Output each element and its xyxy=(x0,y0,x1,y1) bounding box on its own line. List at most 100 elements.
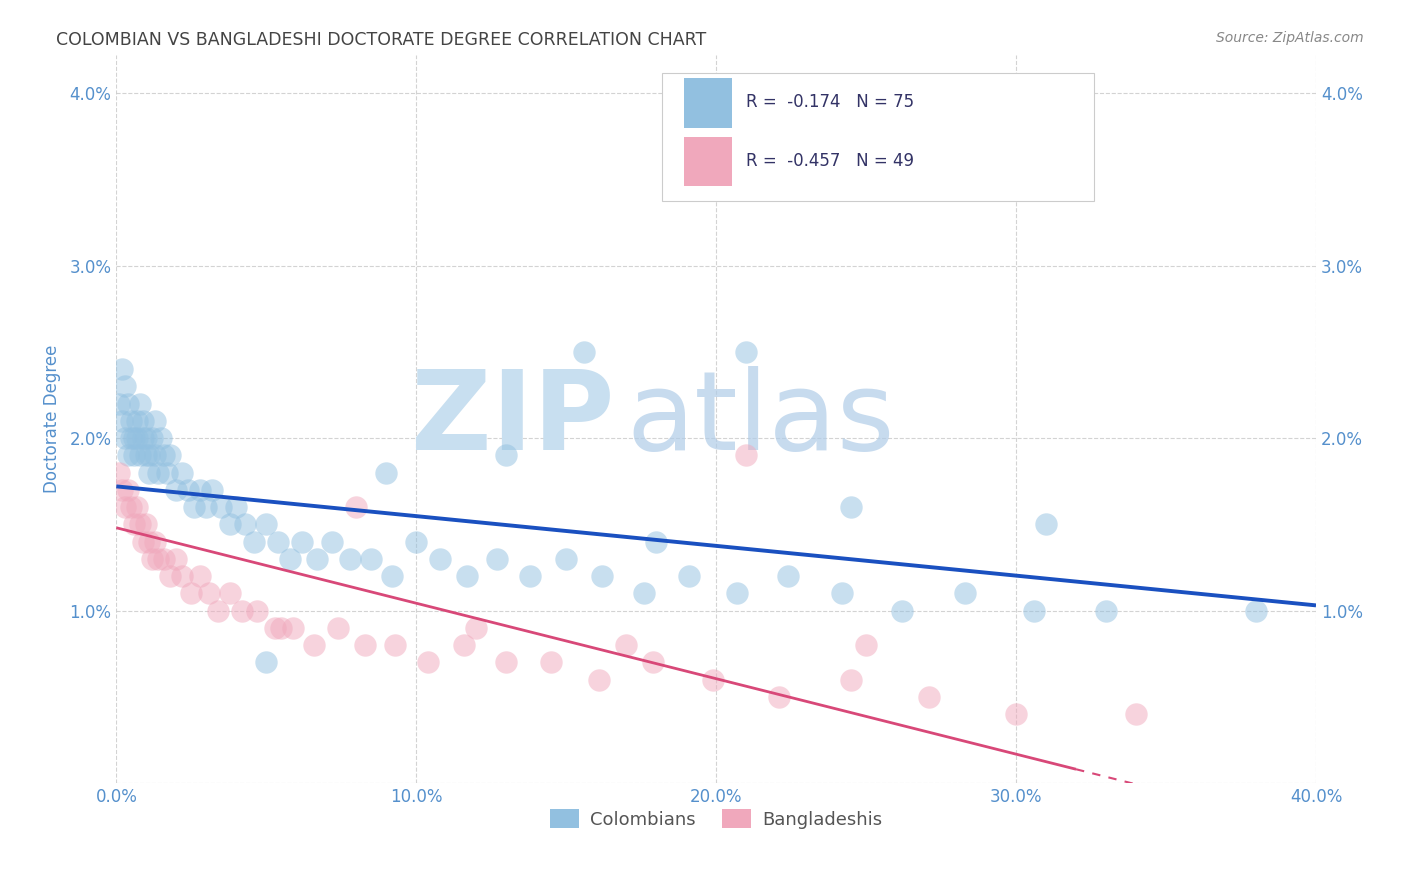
Point xyxy=(172,466,194,480)
Text: atlas: atlas xyxy=(626,366,894,473)
Point xyxy=(381,569,404,583)
Point xyxy=(1022,603,1045,617)
Point xyxy=(124,431,146,445)
Point xyxy=(643,655,665,669)
Point xyxy=(177,483,200,497)
Point xyxy=(735,344,758,359)
Point xyxy=(291,534,314,549)
Point xyxy=(159,569,181,583)
Point xyxy=(264,621,287,635)
Point xyxy=(165,551,187,566)
Text: Source: ZipAtlas.com: Source: ZipAtlas.com xyxy=(1216,31,1364,45)
Point xyxy=(198,586,221,600)
Point xyxy=(778,569,800,583)
Point xyxy=(891,603,914,617)
Point xyxy=(132,414,155,428)
Point xyxy=(328,621,350,635)
Point xyxy=(111,483,134,497)
Point xyxy=(120,500,142,514)
Point xyxy=(839,500,862,514)
Point xyxy=(135,517,157,532)
Point xyxy=(153,551,176,566)
Point xyxy=(114,379,136,393)
Point xyxy=(555,551,578,566)
Point xyxy=(574,344,596,359)
Point xyxy=(124,448,146,462)
Point xyxy=(278,551,301,566)
Point xyxy=(141,431,163,445)
Point xyxy=(172,569,194,583)
Point xyxy=(270,621,292,635)
Point xyxy=(209,500,232,514)
Point xyxy=(495,448,517,462)
Point xyxy=(645,534,668,549)
Point xyxy=(339,551,361,566)
Point xyxy=(117,396,139,410)
Point xyxy=(591,569,613,583)
Point xyxy=(124,517,146,532)
Point xyxy=(225,500,247,514)
Point xyxy=(540,655,562,669)
Point xyxy=(283,621,305,635)
Point xyxy=(233,517,256,532)
Point xyxy=(143,448,166,462)
Bar xyxy=(683,136,731,186)
Point xyxy=(953,586,976,600)
Point xyxy=(1005,707,1028,722)
Point xyxy=(127,414,149,428)
Point xyxy=(150,431,173,445)
Point xyxy=(678,569,700,583)
Point xyxy=(304,638,326,652)
Point xyxy=(702,673,724,687)
Point xyxy=(108,396,131,410)
Point xyxy=(219,586,242,600)
Point xyxy=(418,655,440,669)
Point xyxy=(132,534,155,549)
Point xyxy=(135,448,157,462)
Point xyxy=(159,448,181,462)
Point xyxy=(195,500,218,514)
Point xyxy=(486,551,509,566)
Point xyxy=(132,431,155,445)
Text: R =  -0.174   N = 75: R = -0.174 N = 75 xyxy=(747,94,914,112)
Point xyxy=(495,655,517,669)
Point xyxy=(254,517,277,532)
Point xyxy=(143,414,166,428)
Point xyxy=(188,569,211,583)
Point xyxy=(588,673,610,687)
Point xyxy=(267,534,290,549)
Point xyxy=(114,500,136,514)
Point xyxy=(120,431,142,445)
Point xyxy=(129,448,152,462)
Point xyxy=(111,414,134,428)
Point xyxy=(135,431,157,445)
Point xyxy=(111,362,134,376)
Point xyxy=(129,517,152,532)
Point xyxy=(918,690,941,704)
Point xyxy=(180,586,202,600)
Point xyxy=(219,517,242,532)
Point xyxy=(243,534,266,549)
Text: R =  -0.457   N = 49: R = -0.457 N = 49 xyxy=(747,152,914,169)
Point xyxy=(839,673,862,687)
Point xyxy=(231,603,253,617)
Point xyxy=(188,483,211,497)
Point xyxy=(1095,603,1118,617)
Legend: Colombians, Bangladeshis: Colombians, Bangladeshis xyxy=(543,802,890,836)
Point xyxy=(165,483,187,497)
Point xyxy=(127,500,149,514)
Point xyxy=(141,551,163,566)
Point xyxy=(465,621,488,635)
Text: ZIP: ZIP xyxy=(411,366,614,473)
Point xyxy=(148,551,170,566)
Point xyxy=(138,448,160,462)
Point xyxy=(456,569,478,583)
Point xyxy=(138,466,160,480)
Point xyxy=(614,638,637,652)
Point xyxy=(117,448,139,462)
Bar xyxy=(683,78,731,128)
Point xyxy=(1125,707,1147,722)
Point xyxy=(633,586,655,600)
Point xyxy=(129,396,152,410)
Point xyxy=(453,638,475,652)
